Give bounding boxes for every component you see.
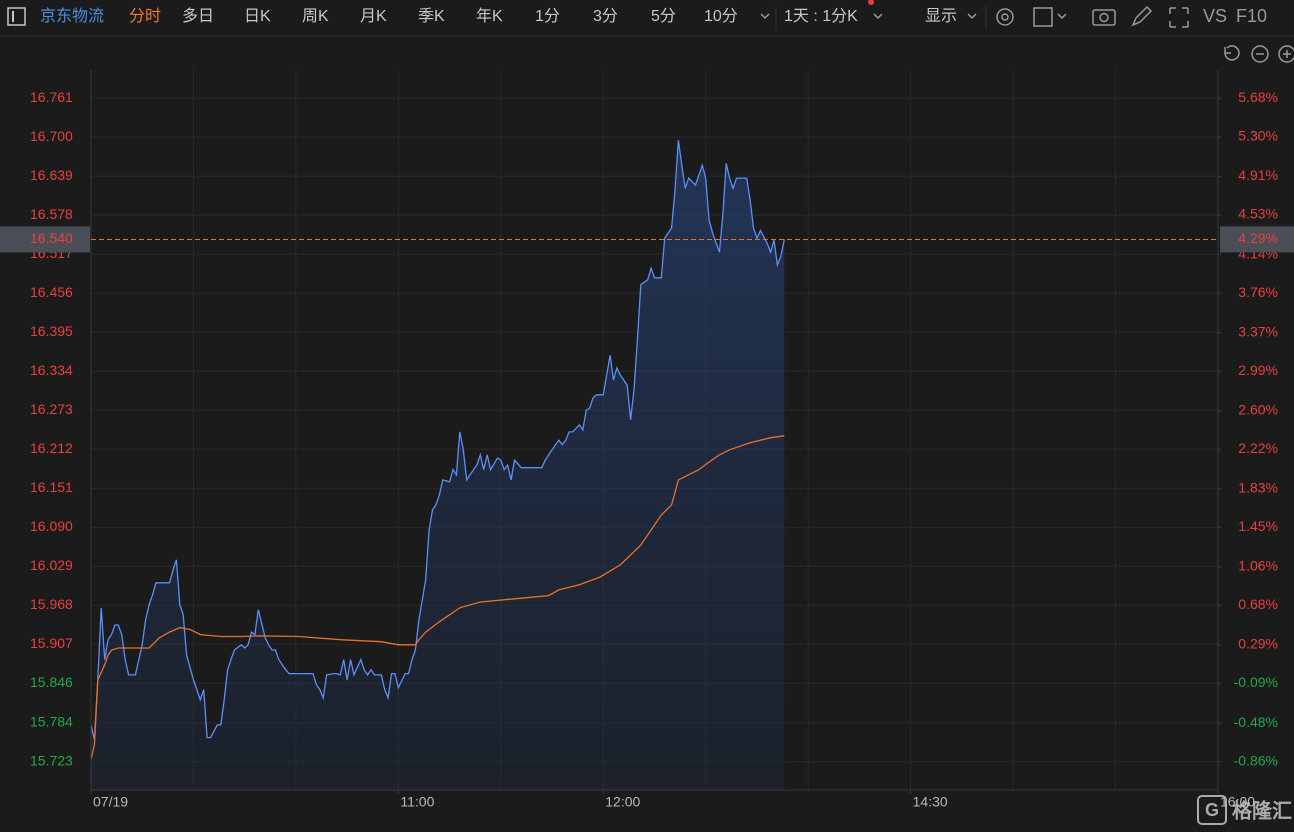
stock-name[interactable]: 京东物流 (40, 7, 104, 25)
tab[interactable]: 10分 (704, 7, 738, 25)
tab[interactable]: 月K (360, 8, 387, 25)
zoom-in-icon[interactable] (1278, 45, 1294, 63)
y-tick-label: 16.456 (30, 284, 73, 300)
x-tick-label: 12:00 (605, 794, 640, 810)
x-tick-label: 11:00 (400, 794, 434, 810)
y2-tick-label: -0.09% (1234, 674, 1278, 690)
y2-tick-label: 2.22% (1238, 440, 1278, 456)
plot (90, 140, 785, 791)
y2-tick-label: 3.76% (1238, 284, 1278, 300)
x-tick-label: 14:30 (913, 794, 948, 810)
y-tick-label: 15.907 (30, 635, 73, 651)
f10-button[interactable]: F10 (1236, 6, 1267, 26)
y2-tick-label: 5.30% (1238, 128, 1278, 144)
y-tick-label: 16.578 (30, 206, 73, 222)
last-pct-box (1220, 226, 1294, 253)
layout-chevron (1057, 13, 1067, 20)
camera-icon[interactable] (1092, 9, 1116, 26)
y-tick-label: 16.273 (30, 401, 73, 417)
y2-tick-label: 5.68% (1238, 89, 1278, 105)
average-line (90, 435, 785, 761)
y2-tick-label: 3.37% (1238, 323, 1278, 339)
y-tick-label: 16.761 (30, 89, 73, 105)
tab[interactable]: 3分 (593, 7, 618, 25)
watermark: 格隆汇 (1232, 798, 1292, 822)
notification-dot (868, 0, 874, 5)
last-price-label: 16.540 (30, 230, 73, 246)
tab[interactable]: 多日 (182, 7, 214, 25)
y-tick-label: 15.968 (30, 596, 73, 612)
tab[interactable]: 1分 (535, 7, 560, 25)
y2-tick-label: 0.29% (1238, 636, 1278, 652)
y-tick-label: 16.090 (30, 518, 73, 534)
camera-lens (1099, 12, 1109, 23)
price-area (91, 140, 785, 791)
y-tick-label: 15.846 (30, 674, 73, 690)
y-tick-label: 16.334 (30, 362, 73, 378)
vs-button[interactable]: VS (1203, 6, 1227, 26)
tab[interactable]: 年K (476, 7, 503, 25)
period-chevron (873, 13, 883, 20)
y2-tick-label: -0.86% (1234, 752, 1278, 768)
y2-tick-label: 2.60% (1238, 401, 1278, 417)
zoom-in-plus (1283, 50, 1291, 58)
y2-tick-label: 1.83% (1238, 480, 1278, 496)
y2-tick-label: 2.99% (1238, 362, 1278, 378)
period-select[interactable]: 1天 : 1分K (784, 7, 858, 25)
watermark-logo: G (1205, 800, 1219, 820)
axes: 07/19 11:00 12:00 14:30 16:00 15.723 15.784 15.… (0, 70, 1294, 810)
tab[interactable]: 周K (302, 8, 329, 25)
more-chevron[interactable] (760, 13, 770, 20)
tab[interactable]: 季K (418, 7, 445, 25)
y-tick-label: 15.784 (30, 714, 73, 730)
price-line (90, 140, 785, 740)
x-tick-label: 07/19 (93, 794, 128, 810)
y-tick-label: 15.723 (30, 753, 73, 769)
draw-icon[interactable] (1131, 5, 1153, 27)
settings-icon-center (1001, 13, 1009, 21)
fullscreen-icon[interactable] (1169, 7, 1189, 28)
x-tick-label: 16:00 (1220, 794, 1255, 810)
y-tick-label: 16.029 (30, 557, 73, 573)
tab[interactable]: 日K (244, 8, 271, 25)
last-price-box (0, 226, 90, 253)
y-tick-label: 16.700 (30, 128, 73, 144)
y2-tick-label: -0.48% (1234, 714, 1278, 730)
display-chevron (967, 13, 977, 20)
y-tick-label: 16.395 (30, 323, 73, 339)
y-tick-label: 16.151 (30, 479, 73, 495)
y2-tick-label: 0.68% (1238, 596, 1278, 612)
tabs: 多日 日K 周K 月K 季K 年K 1分 3分 5分 10分 (182, 7, 738, 25)
y2-tick-label: 4.53% (1238, 206, 1278, 222)
y2-tick-label: 1.45% (1238, 518, 1278, 534)
y2-tick-label: 1.06% (1238, 558, 1278, 574)
sidebar-toggle[interactable] (7, 7, 26, 26)
zoom-out-icon[interactable] (1251, 45, 1269, 63)
settings-icon[interactable] (996, 8, 1014, 26)
layout-icon[interactable] (1033, 7, 1053, 27)
tab-active[interactable]: 分时 (129, 7, 161, 25)
tab[interactable]: 5分 (651, 7, 676, 25)
y2-tick-label: 4.91% (1238, 167, 1278, 183)
display-menu[interactable]: 显示 (925, 8, 957, 25)
y-tick-label: 16.212 (30, 440, 73, 456)
watermark-logo-box (1197, 795, 1227, 825)
y-tick-label: 16.639 (30, 167, 73, 183)
last-pct-label: 4.29% (1238, 230, 1278, 246)
reset-icon[interactable] (1224, 45, 1240, 61)
